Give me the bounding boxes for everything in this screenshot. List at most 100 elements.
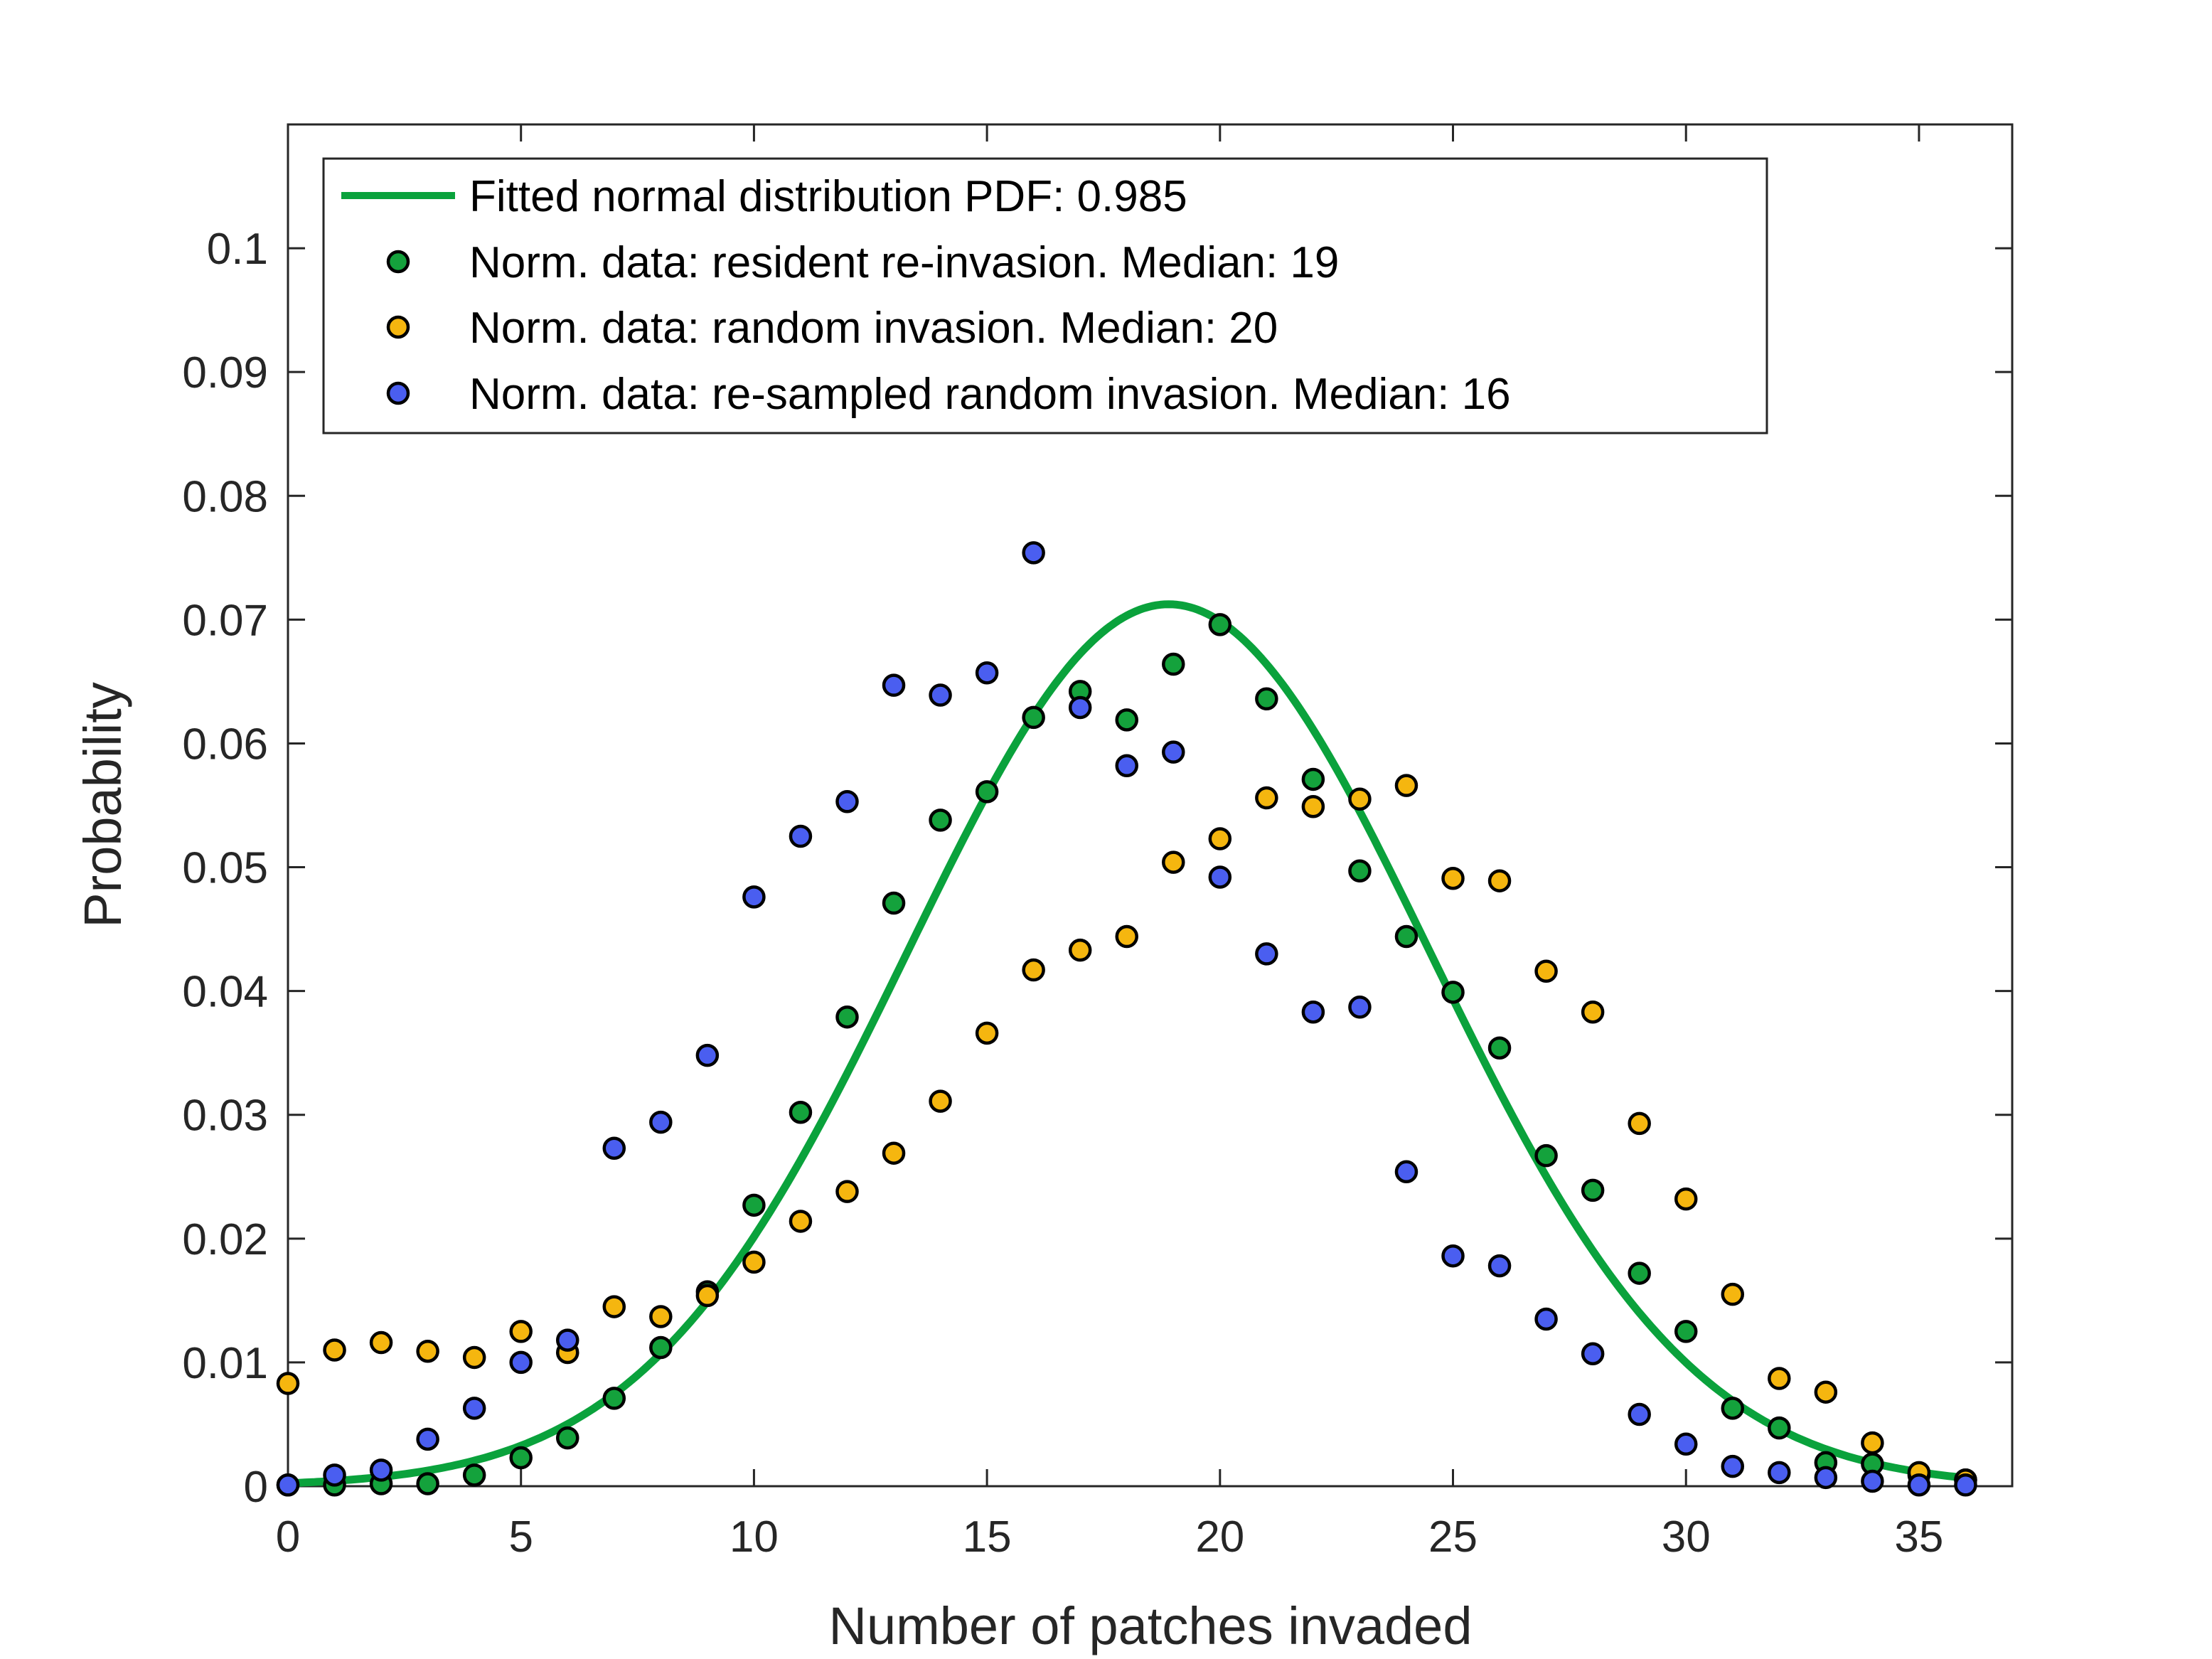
y-tick-label: 0.03 — [182, 1092, 268, 1141]
point-random — [602, 1295, 626, 1318]
x-tick-label: 30 — [1662, 1513, 1711, 1562]
scatter-series-layer — [276, 541, 1977, 1497]
point-resident — [1721, 1397, 1745, 1420]
point-random — [789, 1210, 813, 1233]
point-resampled — [1768, 1461, 1791, 1485]
point-resampled — [695, 1043, 720, 1067]
point-resident — [1394, 924, 1418, 949]
x-tick-label: 35 — [1894, 1513, 1943, 1562]
point-random — [929, 1089, 952, 1113]
y-tick-label: 0.05 — [182, 844, 268, 893]
point-random — [695, 1284, 720, 1308]
point-resident — [1768, 1416, 1791, 1440]
point-resampled — [975, 661, 999, 685]
point-resampled — [1255, 942, 1278, 966]
point-resampled — [276, 1473, 300, 1497]
point-resident — [1115, 708, 1138, 732]
point-random — [1768, 1367, 1791, 1390]
point-random — [1534, 959, 1558, 983]
point-random — [462, 1345, 486, 1370]
point-resampled — [1115, 754, 1138, 778]
point-random — [1674, 1187, 1698, 1211]
point-resident — [1022, 705, 1045, 730]
point-resident — [416, 1472, 439, 1495]
point-resampled — [462, 1397, 486, 1420]
point-resident — [975, 780, 999, 804]
point-resampled — [742, 885, 766, 909]
legend-marker-resident — [386, 250, 410, 274]
point-resampled — [369, 1458, 393, 1482]
point-random — [1348, 787, 1372, 811]
point-resampled — [416, 1427, 439, 1451]
y-tick-label: 0.09 — [182, 348, 268, 398]
legend-label-random: Norm. data: random invasion. Median: 20 — [469, 304, 1278, 353]
point-random — [1721, 1282, 1745, 1306]
point-resampled — [555, 1328, 579, 1352]
legend-fit-label: Fitted normal distribution PDF: 0.985 — [469, 172, 1187, 221]
point-resident — [1255, 687, 1278, 711]
point-random — [1301, 794, 1325, 818]
point-resampled — [1068, 695, 1092, 720]
point-resampled — [1534, 1307, 1558, 1331]
point-resampled — [1628, 1402, 1651, 1426]
fit-curve-layer — [287, 600, 1967, 1488]
point-resampled — [509, 1350, 533, 1375]
point-random — [882, 1141, 906, 1165]
point-random — [975, 1021, 999, 1045]
legend-label-resident: Norm. data: resident re-invasion. Median… — [469, 238, 1339, 287]
point-random — [416, 1339, 439, 1363]
legend-marker-resampled — [386, 381, 410, 405]
y-tick-label: 0.1 — [207, 225, 268, 274]
point-resident — [1208, 613, 1232, 636]
point-resampled — [1394, 1160, 1418, 1184]
legend-box — [322, 157, 1768, 434]
point-random — [835, 1180, 859, 1203]
point-random — [1628, 1111, 1651, 1136]
axis-ticks: 0 5 10 15 20 25 30 35 0 0.01 0.02 0.03 0.04 0.05 0.06 0… — [182, 124, 2012, 1562]
point-resampled — [1487, 1254, 1512, 1278]
point-resident — [1441, 981, 1465, 1004]
point-resampled — [1441, 1244, 1465, 1268]
y-tick-label: 0.07 — [182, 596, 268, 645]
point-random — [1487, 869, 1512, 892]
point-resident — [789, 1100, 813, 1124]
x-tick-label: 0 — [276, 1513, 300, 1562]
legend-marker-random — [386, 315, 410, 339]
point-random — [276, 1372, 300, 1395]
series-resampled — [276, 541, 1977, 1497]
point-resident — [835, 1005, 859, 1029]
y-tick-label: 0.06 — [182, 720, 268, 769]
point-resampled — [1721, 1454, 1745, 1478]
y-tick-label: 0.04 — [182, 968, 268, 1017]
y-axis-title: Probability — [73, 682, 132, 928]
point-random — [509, 1320, 533, 1343]
y-tick-label: 0.08 — [182, 472, 268, 521]
x-tick-label: 20 — [1195, 1513, 1244, 1562]
point-resident — [649, 1335, 673, 1360]
legend: Fitted normal distribution PDF: 0.985 No… — [322, 157, 1768, 434]
y-tick-label: 0 — [244, 1463, 268, 1512]
x-tick-label: 15 — [963, 1513, 1012, 1562]
point-random — [1022, 958, 1045, 982]
point-resident — [602, 1387, 626, 1410]
point-resampled — [789, 824, 813, 848]
series-resident — [276, 613, 1977, 1497]
point-resampled — [835, 790, 859, 814]
point-random — [1441, 866, 1465, 890]
fit-curve — [287, 600, 1967, 1488]
point-resident — [1162, 652, 1185, 676]
point-resampled — [1301, 1000, 1325, 1024]
y-tick-label: 0.02 — [182, 1215, 268, 1264]
point-random — [1581, 1000, 1605, 1024]
x-axis-title: Number of patches invaded — [829, 1596, 1473, 1655]
point-resident — [882, 891, 906, 915]
point-resampled — [1954, 1473, 1977, 1497]
point-resident — [1628, 1261, 1651, 1285]
x-tick-label: 10 — [730, 1513, 779, 1562]
x-tick-label: 5 — [508, 1513, 533, 1562]
point-resampled — [1907, 1473, 1931, 1497]
point-resident — [1487, 1036, 1512, 1060]
point-random — [1394, 774, 1418, 797]
point-resampled — [1814, 1466, 1838, 1490]
